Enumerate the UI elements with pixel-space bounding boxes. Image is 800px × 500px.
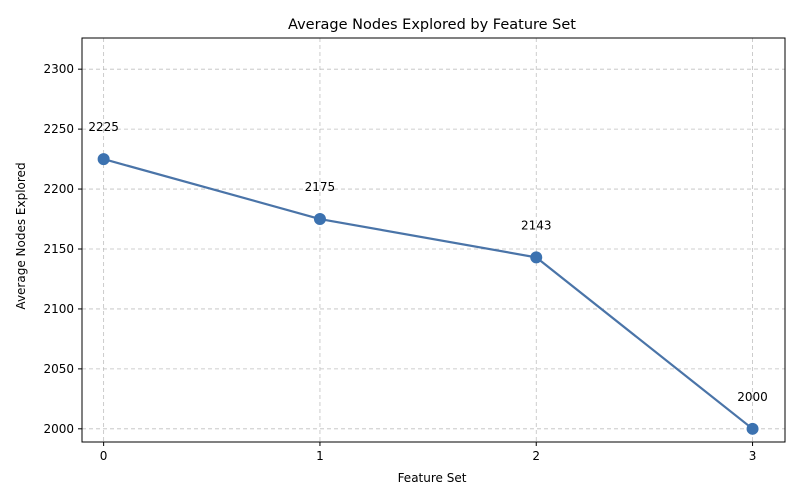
y-axis-label: Average Nodes Explored <box>14 162 28 309</box>
data-labels: 2225 2175 2143 2000 <box>88 120 767 404</box>
x-tick-label: 0 <box>100 449 108 463</box>
plot-frame <box>81 37 786 443</box>
data-label: 2175 <box>305 180 336 194</box>
data-label: 2000 <box>737 390 768 404</box>
y-tick-label: 2050 <box>43 362 74 376</box>
data-label: 2225 <box>88 120 119 134</box>
x-tick-label: 3 <box>749 449 757 463</box>
y-tick-label: 2100 <box>43 302 74 316</box>
x-axis-label: Feature Set <box>398 471 467 485</box>
grid-lines <box>82 38 785 442</box>
y-tick-label: 2300 <box>43 62 74 76</box>
data-label: 2143 <box>521 218 552 232</box>
x-axis: 0 1 2 3 <box>100 442 757 463</box>
chart-title: Average Nodes Explored by Feature Set <box>288 17 576 33</box>
data-point <box>746 422 759 435</box>
y-tick-label: 2150 <box>43 242 74 256</box>
y-tick-label: 2200 <box>43 182 74 196</box>
data-point <box>530 251 543 264</box>
y-axis: 2000 2050 2100 2150 2200 2250 2300 <box>43 62 82 436</box>
x-tick-label: 2 <box>532 449 540 463</box>
y-tick-label: 2000 <box>43 422 74 436</box>
data-point <box>97 153 110 166</box>
series-layer <box>97 153 759 435</box>
data-point <box>313 213 326 226</box>
y-tick-label: 2250 <box>43 122 74 136</box>
x-tick-label: 1 <box>316 449 324 463</box>
series-line <box>103 158 754 430</box>
